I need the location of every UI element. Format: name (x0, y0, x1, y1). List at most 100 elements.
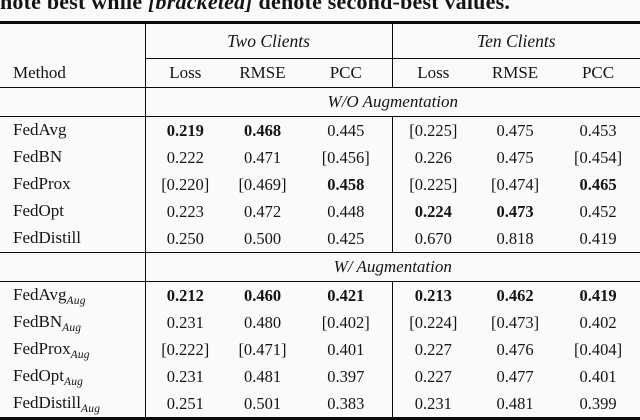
value-cell: [0.474] (490, 174, 540, 194)
value-cell: 0.480 (243, 312, 282, 332)
col-header-ten-rmse: RMSE (474, 58, 557, 88)
method-name: FedDistill (13, 227, 82, 247)
value-cell: 0.481 (496, 393, 534, 413)
results-table: Two Clients Ten Clients Method Loss RMSE… (0, 21, 640, 420)
value-cell: 0.818 (496, 228, 534, 248)
table-row: FedProx [0.220] [0.469] 0.458 [0.225] [0… (0, 171, 640, 198)
value-cell: 0.401 (327, 339, 365, 359)
col-header-two-rmse: RMSE (225, 58, 300, 88)
value-cell: 0.472 (243, 201, 282, 221)
value-cell: [0.471] (238, 339, 287, 359)
method-subscript: Aug (70, 348, 90, 361)
value-cell: 0.223 (144, 198, 225, 225)
value-cell: 0.421 (327, 285, 365, 305)
method-name: FedProx (13, 173, 71, 193)
value-cell: 0.425 (327, 228, 365, 248)
value-cell: 0.500 (243, 228, 282, 248)
value-cell: [0.225] (391, 171, 475, 198)
value-cell: [0.454] (573, 147, 623, 167)
value-cell: 0.475 (496, 147, 534, 167)
value-cell: [0.469] (238, 174, 287, 194)
col-header-two-pcc: PCC (300, 58, 393, 88)
value-cell: 0.419 (579, 228, 617, 248)
method-name: FedAvg (13, 284, 67, 304)
value-cell: [0.402] (321, 312, 370, 332)
group-header-two-clients: Two Clients (144, 22, 393, 59)
table-row: FedDistill 0.250 0.500 0.425 0.670 0.818… (0, 225, 640, 253)
table-row: FedAvgAug 0.212 0.460 0.421 0.213 0.462 … (0, 281, 640, 310)
section-spacer (0, 87, 145, 117)
section-header-row-wo-augmentation: W/O Augmentation (0, 87, 640, 117)
section-title-wo-augmentation: W/O Augmentation (144, 87, 640, 117)
table-caption-text: note best while [bracketed] denote secon… (0, 0, 640, 14)
value-cell: 0.231 (144, 363, 225, 390)
value-cell: 0.399 (579, 393, 617, 413)
value-cell: 0.476 (496, 339, 534, 359)
value-cell: 0.468 (243, 120, 282, 140)
value-cell: [0.220] (144, 171, 225, 198)
value-cell: 0.445 (327, 120, 365, 140)
value-cell: [0.222] (144, 336, 225, 363)
method-cell: FedAvg (0, 117, 145, 145)
method-cell: FedAvgAug (0, 282, 145, 310)
value-cell: 0.397 (327, 366, 365, 386)
section-spacer (0, 252, 145, 282)
table-caption: note best while [bracketed] denote secon… (0, 0, 640, 14)
value-cell: 0.226 (391, 144, 475, 171)
value-cell: 0.250 (144, 225, 225, 253)
method-cell: FedOpt (0, 198, 145, 225)
method-name: FedOpt (13, 365, 64, 385)
method-cell: FedBNAug (0, 309, 145, 336)
method-subscript: Aug (62, 321, 82, 334)
value-cell: 0.453 (579, 120, 617, 140)
method-cell: FedDistillAug (0, 390, 145, 419)
method-name: FedOpt (13, 200, 64, 220)
value-cell: 0.227 (391, 363, 475, 390)
value-cell: 0.219 (144, 116, 225, 144)
value-cell: 0.251 (144, 390, 225, 419)
value-cell: 0.213 (391, 281, 475, 309)
value-cell: 0.465 (579, 174, 617, 194)
table-row: FedOptAug 0.231 0.481 0.397 0.227 0.477 … (0, 363, 640, 390)
value-cell: [0.473] (490, 312, 540, 332)
value-cell: 0.227 (391, 336, 475, 363)
value-cell: 0.419 (579, 285, 617, 305)
value-cell: 0.448 (327, 201, 365, 221)
value-cell: 0.222 (144, 144, 225, 171)
group-header-spacer (0, 23, 145, 59)
table-row: FedBN 0.222 0.471 [0.456] 0.226 0.475 [0… (0, 144, 640, 171)
method-column-header: Method (0, 58, 145, 88)
table-row: FedProxAug [0.222] [0.471] 0.401 0.227 0… (0, 336, 640, 363)
value-cell: [0.225] (391, 116, 475, 144)
value-cell: 0.458 (327, 174, 365, 194)
value-cell: [0.224] (391, 309, 475, 336)
method-name: FedBN (13, 311, 63, 331)
method-subscript: Aug (81, 402, 101, 415)
method-name: FedDistill (13, 392, 82, 412)
method-cell: FedProx (0, 171, 145, 198)
value-cell: 0.224 (391, 198, 475, 225)
method-name: FedProx (13, 338, 71, 358)
caption-suffix: denote second-best values. (252, 0, 511, 14)
method-name: FedBN (13, 146, 63, 166)
section-title-w-augmentation: W/ Augmentation (144, 252, 640, 282)
caption-bracketed: [bracketed] (148, 0, 253, 14)
value-cell: 0.471 (243, 147, 282, 167)
value-cell: 0.473 (496, 201, 534, 221)
col-header-two-loss: Loss (144, 58, 225, 88)
section-header-row-w-augmentation: W/ Augmentation (0, 252, 640, 282)
column-header-row: Method Loss RMSE PCC Loss RMSE PCC (0, 58, 640, 88)
value-cell: 0.477 (496, 366, 534, 386)
value-cell: 0.383 (327, 393, 365, 413)
table-row: FedDistillAug 0.251 0.501 0.383 0.231 0.… (0, 390, 640, 419)
method-cell: FedOptAug (0, 363, 145, 390)
value-cell: [0.404] (573, 339, 623, 359)
group-header-row: Two Clients Ten Clients (0, 22, 640, 59)
method-subscript: Aug (66, 294, 86, 307)
value-cell: 0.231 (391, 390, 475, 419)
value-cell: [0.456] (321, 147, 370, 167)
col-header-ten-pcc: PCC (556, 58, 640, 88)
table-row: FedAvg 0.219 0.468 0.445 [0.225] 0.475 0… (0, 116, 640, 145)
value-cell: 0.475 (496, 120, 534, 140)
